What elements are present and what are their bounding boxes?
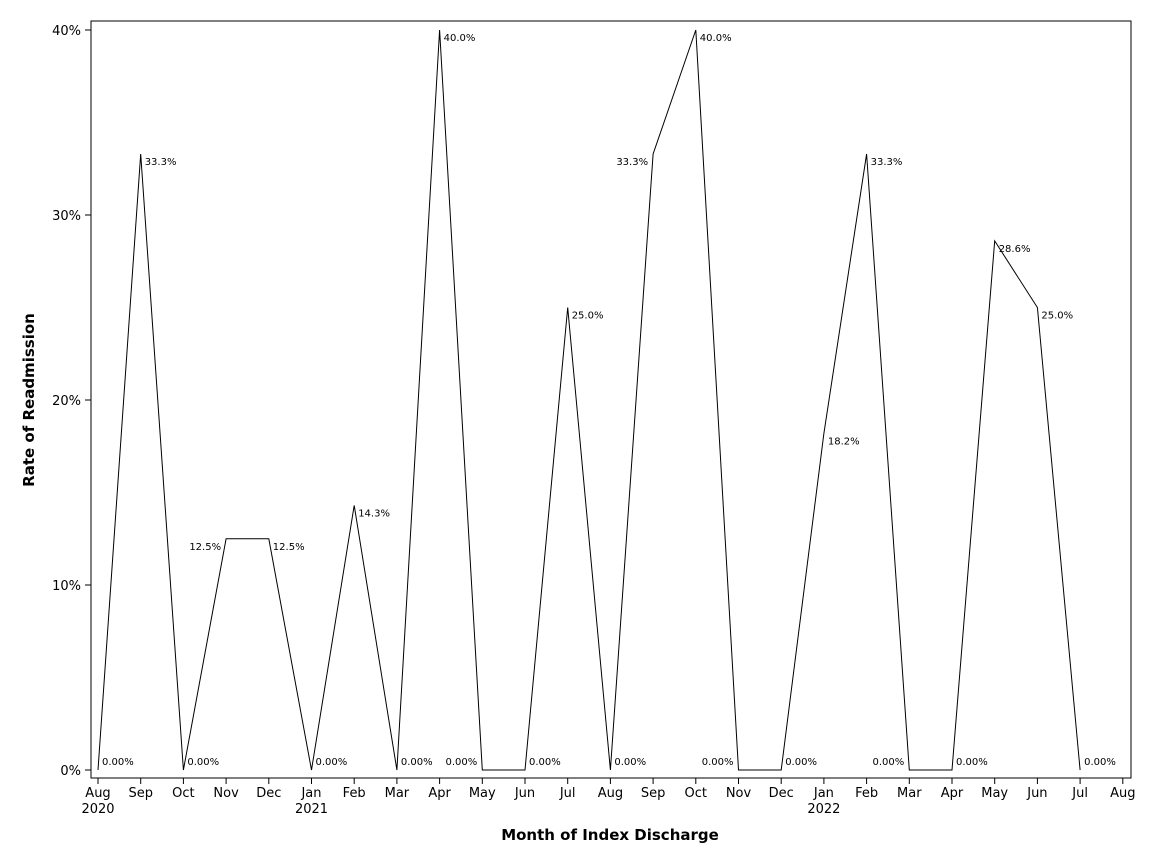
y-tick-label: 40% [52, 24, 81, 39]
y-axis-title: Rate of Readmission [20, 313, 38, 487]
data-label: 12.5% [189, 542, 221, 553]
y-axis: 0% 10% 20% 30% 40% [52, 24, 91, 779]
x-axis-title: Month of Index Discharge [501, 826, 719, 844]
readmission-rate-line [97, 29, 1081, 771]
data-label: 0.00% [1084, 757, 1116, 768]
data-label: 40.0% [444, 33, 476, 44]
x-tick-label: Sep [641, 786, 666, 801]
data-label: 0.00% [873, 757, 905, 768]
x-tick-label: Mar [385, 786, 410, 801]
data-label: 0.00% [102, 757, 134, 768]
x-tick-label: Aug [598, 786, 623, 801]
x-tick-label: Jun [514, 786, 535, 801]
x-tick-label: Oct [685, 786, 707, 801]
x-tick-label: Aug [85, 786, 110, 801]
y-tick-label: 30% [52, 209, 81, 224]
x-tick-year-label: 2021 [295, 802, 328, 817]
x-tick-label: Dec [256, 786, 281, 801]
x-tick-label: Feb [855, 786, 878, 801]
x-tick-label: Apr [941, 786, 964, 801]
x-tick-label: Sep [128, 786, 153, 801]
data-label: 14.3% [358, 508, 390, 519]
y-tick-label: 20% [52, 394, 81, 409]
data-label: 18.2% [828, 436, 860, 447]
x-tick-label: Feb [343, 786, 366, 801]
data-label: 0.00% [785, 757, 817, 768]
x-tick-label: Mar [897, 786, 922, 801]
data-label: 40.0% [700, 33, 732, 44]
data-label: 0.00% [529, 757, 561, 768]
x-tick-year-label: 2020 [81, 802, 114, 817]
data-label: 0.00% [702, 757, 734, 768]
data-label: 28.6% [999, 244, 1031, 255]
data-label: 0.00% [446, 757, 478, 768]
data-label: 0.00% [187, 757, 219, 768]
x-tick-label: Apr [428, 786, 451, 801]
x-tick-label: May [981, 786, 1008, 801]
data-label: 25.0% [572, 311, 604, 322]
x-tick-year-label: 2022 [807, 802, 840, 817]
x-tick-label: Jun [1026, 786, 1047, 801]
data-label: 33.3% [145, 157, 177, 168]
data-label: 0.00% [614, 757, 646, 768]
x-tick-label: Jan [813, 786, 834, 801]
data-label: 0.00% [956, 757, 988, 768]
x-tick-label: Nov [726, 786, 752, 801]
plot-frame [90, 20, 1132, 779]
y-tick-label: 10% [52, 579, 81, 594]
y-tick-label: 0% [60, 764, 81, 779]
data-label: 33.3% [616, 157, 648, 168]
x-tick-label: Jul [1071, 786, 1088, 801]
data-label: 0.00% [316, 757, 348, 768]
x-tick-label: Nov [213, 786, 239, 801]
data-label: 12.5% [273, 542, 305, 553]
data-label: 33.3% [871, 157, 903, 168]
x-tick-label: Aug [1110, 786, 1135, 801]
data-label: 0.00% [401, 757, 433, 768]
x-tick-label: Jan [300, 786, 321, 801]
x-tick-label: May [469, 786, 496, 801]
x-tick-label: Oct [172, 786, 194, 801]
data-labels: 0.00% 33.3% 0.00% 12.5% 12.5% 0.00% 14.3% 0.00%… [102, 33, 1116, 768]
x-tick-label: Dec [769, 786, 794, 801]
x-tick-label: Jul [559, 786, 576, 801]
data-label: 25.0% [1041, 311, 1073, 322]
